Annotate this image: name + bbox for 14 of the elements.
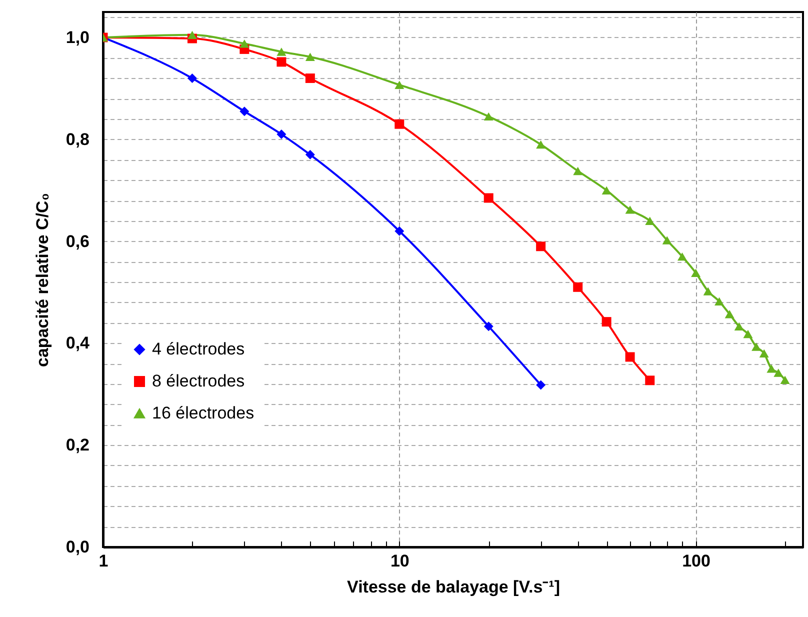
y-axis-title: capacité relative C/C₀ [32, 193, 52, 367]
y-tick-label: 0,8 [66, 130, 90, 149]
y-tick-label: 0,2 [66, 436, 90, 455]
y-tick-label: 0,4 [66, 334, 90, 353]
legend-label: 8 électrodes [152, 372, 245, 390]
legend-label: 16 électrodes [152, 404, 254, 422]
legend-label: 4 électrodes [152, 340, 245, 358]
x-axis-title: Vitesse de balayage [V.s⁻¹] [347, 578, 560, 596]
y-tick-label: 0,6 [66, 232, 90, 251]
y-tick-label: 0,0 [66, 538, 90, 556]
y-tick-label: 1,0 [66, 28, 90, 47]
x-tick-label: 1 [98, 552, 108, 570]
x-tick-label: 10 [390, 552, 410, 570]
x-tick-label: 100 [682, 552, 710, 570]
